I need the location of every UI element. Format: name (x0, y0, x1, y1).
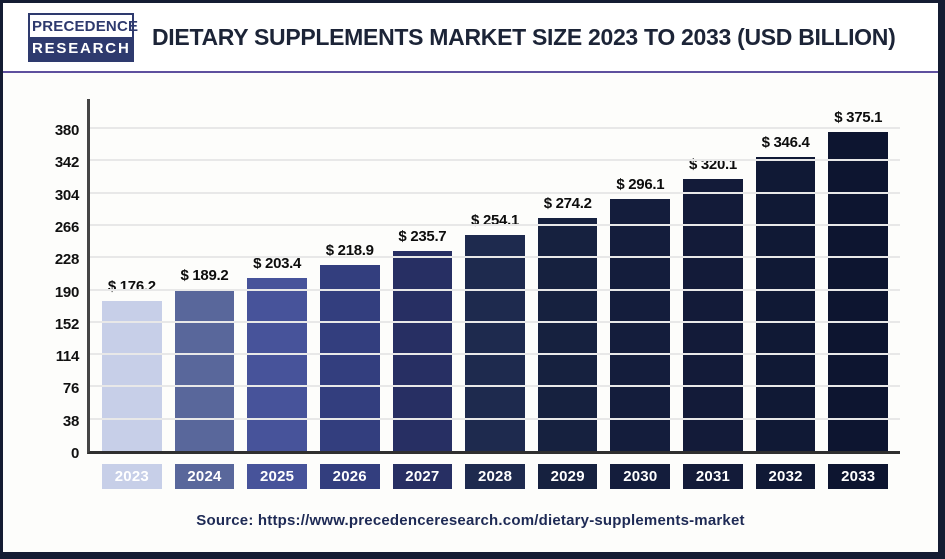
bars-row: $ 176.2 $ 189.2 $ 203.4 $ 218.9 $ 235.7 $ 254… (90, 99, 900, 451)
bar-column-2032: $ 346.4 (755, 133, 816, 451)
y-axis-tick-label: 380 (54, 122, 79, 139)
gridline (90, 256, 900, 259)
bar-2027 (392, 250, 453, 451)
bar-value-label: $ 203.4 (253, 255, 302, 273)
precedence-research-logo: PRECEDENCE RESEARCH (28, 12, 138, 62)
header: PRECEDENCE RESEARCH DIETARY SUPPLEMENTS … (3, 3, 938, 71)
bar-value-label: $ 218.9 (325, 241, 374, 259)
header-divider (3, 71, 938, 73)
source-text: Source: https://www.precedenceresearch.c… (196, 512, 745, 529)
x-axis-label-2033: 2033 (828, 464, 889, 489)
gridline (90, 288, 900, 291)
x-axis-label-2030: 2030 (610, 464, 671, 489)
y-axis-tick-label: 190 (54, 283, 79, 301)
bar-column-2027: $ 235.7 (392, 227, 453, 451)
bar-column-2026: $ 218.9 (319, 241, 380, 451)
bar-value-label: $ 176.2 (107, 278, 156, 296)
bar-value-label: $ 189.2 (180, 267, 229, 285)
gridline (90, 320, 900, 323)
bar-value-label: $ 274.2 (543, 194, 592, 212)
y-axis-tick-label: 342 (54, 154, 79, 172)
x-axis-label-2025: 2025 (247, 464, 307, 489)
x-axis-label-2031: 2031 (683, 464, 743, 489)
y-axis-tick-label: 228 (54, 251, 79, 269)
bar-2025 (247, 278, 307, 451)
bar-value-label: $ 296.1 (616, 176, 665, 194)
y-axis-tick-label: 38 (62, 412, 79, 430)
logo-line1: PRECEDENCE (30, 14, 138, 37)
bar-2032 (755, 156, 816, 451)
bar-column-2030: $ 296.1 (610, 176, 671, 451)
x-axis-label-2023: 2023 (102, 464, 162, 489)
y-axis-tick-label: 266 (54, 218, 79, 236)
x-axis-label-2029: 2029 (537, 464, 598, 489)
bar-2031 (683, 178, 743, 451)
bar-value-label: $ 346.4 (761, 133, 810, 151)
y-axis-tick-label: 152 (54, 315, 79, 333)
gridline (90, 191, 900, 194)
plot-area: $ 176.2 $ 189.2 $ 203.4 $ 218.9 $ 235.7 $ 254… (87, 99, 900, 454)
bar-column-2025: $ 203.4 (247, 256, 307, 451)
bar-column-2029: $ 274.2 (537, 194, 598, 451)
gridline (90, 353, 900, 356)
bar-column-2023: $ 176.2 (102, 279, 162, 451)
x-axis: 2023 2024 2025 2026 2027 2028 2029 2030 2031 2032… (90, 464, 900, 489)
bar-2029 (537, 217, 598, 451)
bar-2023 (102, 301, 162, 451)
x-axis-label-2027: 2027 (392, 464, 453, 489)
y-axis-tick-label: 76 (62, 380, 79, 398)
bar-2030 (610, 199, 671, 451)
logo-line2: RESEARCH (30, 36, 132, 60)
bar-column-2024: $ 189.2 (174, 267, 235, 451)
bar-chart: 0 38 76 114 152 190 228 266 304 342 380 $ 176.2 $ 1… (31, 99, 900, 462)
bar-column-2033: $ 375.1 (828, 109, 889, 451)
gridline (90, 223, 900, 226)
gridline (90, 127, 900, 129)
x-axis-label-2024: 2024 (174, 464, 235, 489)
bar-2026 (319, 264, 380, 451)
bar-value-label: $ 254.1 (471, 212, 519, 230)
bar-column-2028: $ 254.1 (465, 213, 525, 451)
gridline (90, 417, 900, 420)
y-axis-tick-label: 304 (54, 186, 79, 204)
y-axis-tick-label: 114 (55, 348, 80, 366)
gridline (90, 159, 900, 162)
bar-2028 (465, 235, 525, 451)
bar-2024 (174, 290, 235, 451)
x-axis-label-2026: 2026 (319, 464, 380, 489)
bar-2033 (828, 132, 889, 451)
x-axis-label-2032: 2032 (755, 464, 816, 489)
x-axis-label-2028: 2028 (465, 464, 525, 489)
bar-value-label: $ 375.1 (834, 109, 883, 127)
y-axis: 0 38 76 114 152 190 228 266 304 342 380 (31, 99, 87, 462)
page-title: DIETARY SUPPLEMENTS MARKET SIZE 2023 TO … (152, 23, 896, 50)
bar-column-2031: $ 320.1 (683, 156, 743, 451)
footer: Source: https://www.precedenceresearch.c… (3, 489, 938, 552)
bar-value-label: $ 235.7 (398, 227, 447, 245)
gridline (90, 385, 900, 388)
y-axis-tick-label: 0 (70, 445, 79, 462)
